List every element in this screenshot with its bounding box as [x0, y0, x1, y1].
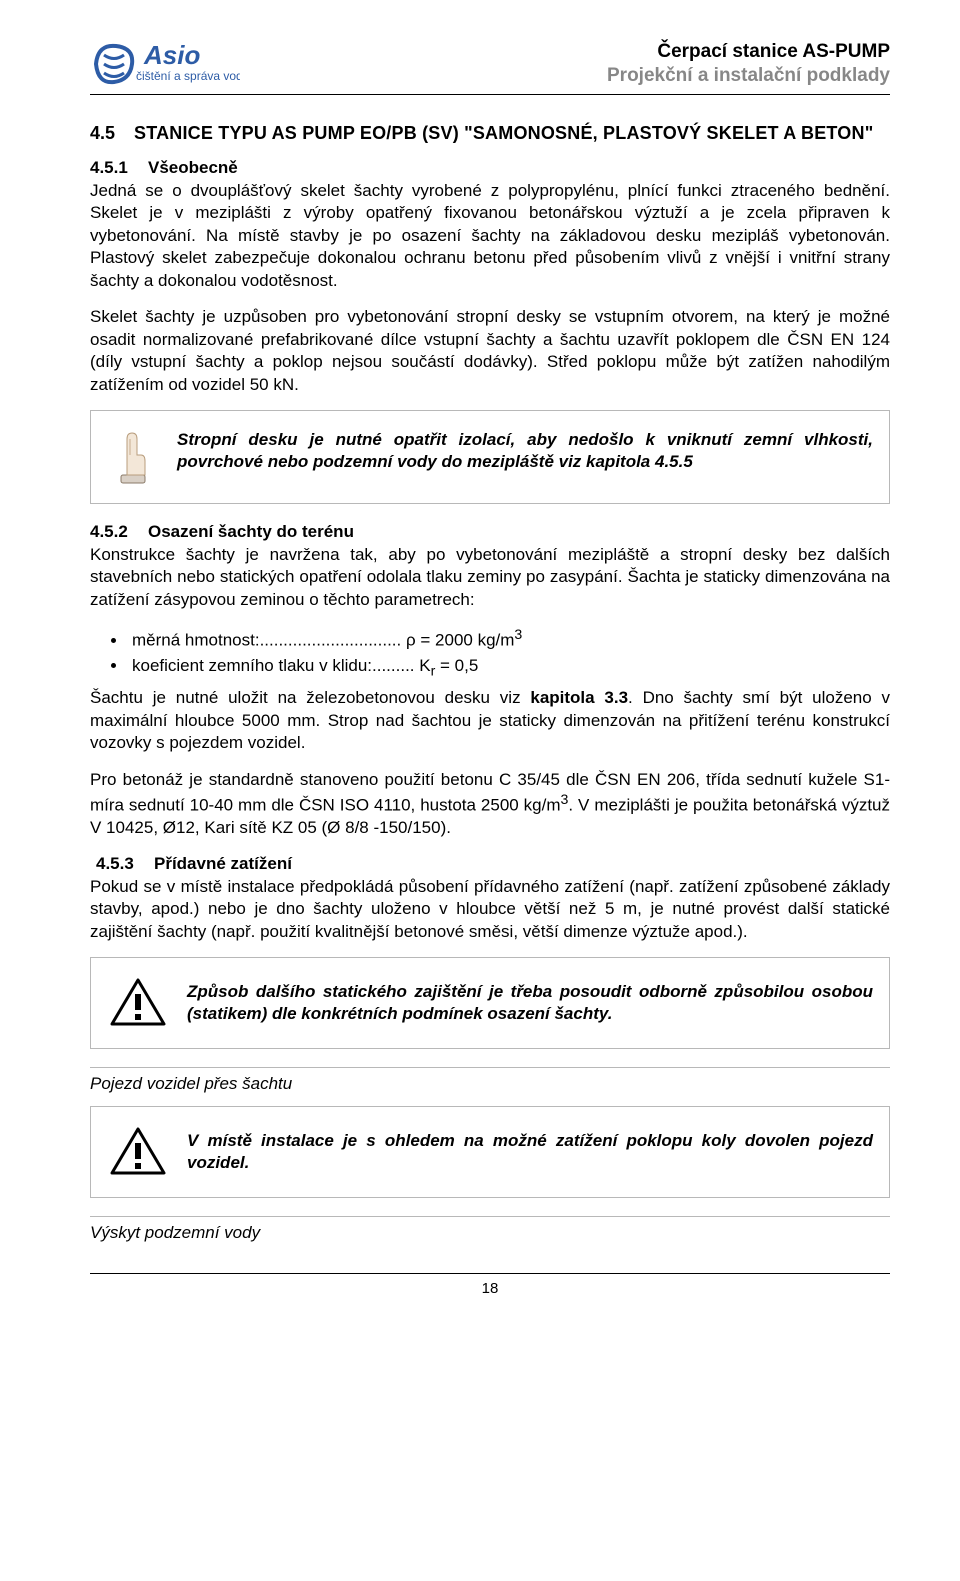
warning-text: Způsob dalšího statického zajištění je t… [187, 981, 873, 1026]
bullet-tail: = 0,5 [435, 656, 478, 675]
subsection-title: Osazení šachty do terénu [148, 522, 354, 541]
parameter-list: měrná hmotnost:.........................… [128, 625, 890, 681]
chapter-ref: kapitola 3.3 [530, 688, 628, 707]
subhead-podzemni: Výskyt podzemní vody [90, 1216, 890, 1243]
svg-text:Asio: Asio [143, 40, 200, 70]
paragraph-451-2: Skelet šachty je uzpůsoben pro vybetonov… [90, 306, 890, 396]
note-box-451: Stropní desku je nutné opatřit izolací, … [90, 410, 890, 504]
bullet-label: měrná hmotnost: [132, 631, 260, 650]
subsection-heading-4-5-2: 4.5.2Osazení šachty do terénu [90, 522, 890, 542]
subsection-heading-4-5-3: 4.5.3Přídavné zatížení [96, 854, 890, 874]
warning-text: V místě instalace je s ohledem na možné … [187, 1130, 873, 1175]
bullet-value: K [419, 656, 430, 675]
pointing-hand-icon [105, 429, 161, 485]
list-item: měrná hmotnost:.........................… [128, 625, 890, 653]
section-heading-4-5: 4.5STANICE TYPU AS PUMP EO/PB (SV) "SAMO… [90, 123, 890, 144]
doc-title-main: Čerpací stanice AS-PUMP [607, 40, 890, 64]
doc-title-sub: Projekční a instalační podklady [607, 64, 890, 88]
brand-logo: Asio čištění a správa vod [90, 40, 240, 88]
asio-logo-svg: Asio čištění a správa vod [90, 40, 240, 88]
bullet-exp: 3 [514, 627, 522, 643]
page-header: Asio čištění a správa vod Čerpací stanic… [90, 40, 890, 95]
section-number: 4.5 [90, 123, 134, 144]
warning-box-static: Způsob dalšího statického zajištění je t… [90, 957, 890, 1049]
list-item: koeficient zemního tlaku v klidu:.......… [128, 654, 890, 682]
paragraph-452-2: Šachtu je nutné uložit na železobetonovo… [90, 687, 890, 754]
subsection-title: Přídavné zatížení [154, 854, 292, 873]
warning-icon [105, 1125, 171, 1179]
bullet-value: ρ = 2000 kg/m [406, 631, 514, 650]
paragraph-452-1: Konstrukce šachty je navržena tak, aby p… [90, 544, 890, 611]
warning-icon [105, 976, 171, 1030]
subsection-number: 4.5.1 [90, 158, 148, 178]
paragraph-452-3: Pro betonáž je standardně stanoveno použ… [90, 769, 890, 840]
document-titles: Čerpací stanice AS-PUMP Projekční a inst… [607, 40, 890, 88]
paragraph-451-1: Jedná se o dvouplášťový skelet šachty vy… [90, 180, 890, 292]
svg-text:čištění a správa vod: čištění a správa vod [136, 69, 240, 83]
subsection-title: Všeobecně [148, 158, 238, 177]
page-number: 18 [90, 1273, 890, 1297]
subsection-number: 4.5.3 [96, 854, 154, 874]
section-title: STANICE TYPU AS PUMP EO/PB (SV) "SAMONOS… [134, 123, 873, 143]
subsection-number: 4.5.2 [90, 522, 148, 542]
paragraph-453-1: Pokud se v místě instalace předpokládá p… [90, 876, 890, 943]
bullet-label: koeficient zemního tlaku v klidu: [132, 656, 372, 675]
warning-box-pojezd: V místě instalace je s ohledem na možné … [90, 1106, 890, 1198]
note-text: Stropní desku je nutné opatřit izolací, … [177, 429, 873, 474]
subhead-pojezd: Pojezd vozidel přes šachtu [90, 1067, 890, 1094]
subsection-heading-4-5-1: 4.5.1Všeobecně [90, 158, 890, 178]
